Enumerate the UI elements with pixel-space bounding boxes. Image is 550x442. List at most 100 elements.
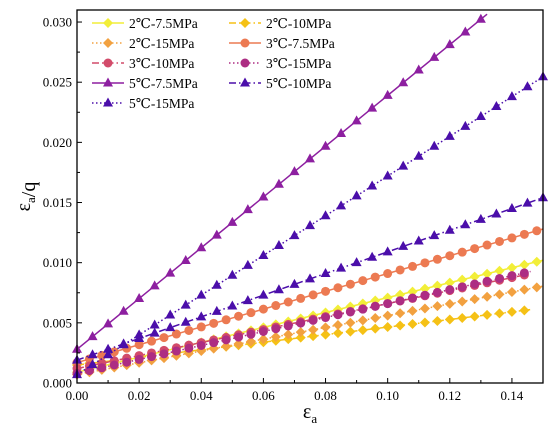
data-point	[273, 240, 284, 250]
data-point	[134, 329, 145, 339]
data-point	[507, 271, 517, 281]
data-point	[345, 279, 355, 289]
data-point	[345, 307, 355, 317]
data-point	[196, 311, 207, 321]
data-point	[395, 265, 405, 275]
legend-label: 3℃-10MPa	[129, 56, 194, 71]
data-point	[457, 247, 467, 257]
data-point	[357, 315, 368, 326]
data-point	[469, 271, 480, 282]
data-point	[308, 331, 319, 342]
x-tick-label: 0.08	[314, 388, 337, 403]
data-point	[165, 267, 176, 277]
data-point	[221, 341, 232, 352]
data-point	[165, 309, 176, 319]
data-point	[270, 331, 281, 342]
data-point	[460, 120, 471, 130]
data-point	[519, 229, 529, 239]
legend-item: 3℃-15MPa	[229, 56, 331, 71]
data-point	[320, 322, 331, 333]
data-point	[184, 343, 194, 353]
data-point	[506, 203, 517, 213]
data-point	[305, 153, 315, 163]
data-point	[382, 170, 393, 180]
y-axis-title: εa/q	[13, 182, 40, 212]
data-point	[149, 327, 160, 337]
data-point	[370, 323, 381, 334]
data-point	[444, 130, 455, 140]
data-point	[506, 306, 517, 317]
legend-marker	[103, 38, 113, 48]
series-4	[72, 226, 544, 368]
data-point	[320, 329, 331, 340]
x-tick-label: 0.12	[438, 388, 461, 403]
data-point	[506, 262, 517, 273]
data-point	[134, 293, 145, 303]
data-point	[211, 305, 222, 315]
data-point	[419, 303, 430, 314]
data-point	[506, 91, 517, 101]
data-point	[413, 235, 424, 245]
data-point	[258, 289, 269, 299]
y-tick-label: 0.005	[43, 315, 72, 330]
x-tick-label: 0.00	[66, 388, 89, 403]
data-point	[196, 242, 207, 252]
data-point	[147, 336, 157, 346]
data-point	[87, 331, 98, 341]
data-point	[321, 313, 331, 323]
data-point	[407, 305, 418, 316]
data-point	[482, 291, 493, 302]
data-point	[444, 298, 455, 309]
data-point	[470, 244, 480, 254]
data-point	[395, 320, 406, 331]
data-point	[196, 340, 206, 350]
data-point	[367, 180, 378, 190]
y-tick-label: 0.015	[43, 195, 72, 210]
data-point	[367, 102, 378, 112]
data-point	[283, 329, 294, 340]
data-point	[211, 279, 222, 289]
data-point	[432, 315, 443, 326]
legend-marker	[103, 97, 113, 107]
data-point	[407, 286, 418, 297]
data-point	[519, 259, 530, 270]
data-point	[122, 357, 132, 367]
data-point	[382, 310, 393, 321]
data-point	[495, 273, 505, 283]
legend-label: 5℃-7.5MPa	[129, 76, 198, 91]
data-point	[370, 272, 380, 282]
data-point	[242, 259, 253, 269]
y-tick-label: 0.010	[43, 255, 72, 270]
data-point	[345, 326, 356, 337]
data-point	[180, 299, 191, 309]
legend-marker	[240, 18, 250, 28]
data-point	[233, 338, 244, 349]
data-point	[420, 258, 430, 268]
data-point	[494, 289, 505, 300]
data-point	[367, 251, 378, 261]
plot-frame	[76, 9, 544, 384]
data-point	[383, 299, 393, 309]
y-tick-label: 0.030	[43, 15, 72, 30]
legend-marker	[103, 18, 113, 28]
data-point	[184, 325, 194, 335]
data-point	[134, 340, 144, 350]
data-point	[351, 190, 362, 200]
data-point	[395, 296, 405, 306]
data-point	[180, 316, 191, 326]
data-point	[295, 332, 306, 343]
data-point	[444, 39, 455, 49]
ticks-layer: 0.00 0.02 0.04 0.06 0.08 0.10 0.12 0.14 0.000 0.0…	[43, 15, 524, 403]
data-point	[351, 257, 362, 267]
data-point	[382, 89, 393, 99]
legend-item: 5℃-10MPa	[229, 76, 331, 91]
data-point	[470, 279, 480, 289]
data-point	[419, 283, 430, 294]
data-point	[333, 283, 343, 293]
data-point	[432, 254, 442, 264]
data-point	[469, 294, 480, 305]
data-point	[494, 265, 505, 276]
legend-marker	[240, 77, 250, 87]
data-point	[522, 81, 533, 91]
